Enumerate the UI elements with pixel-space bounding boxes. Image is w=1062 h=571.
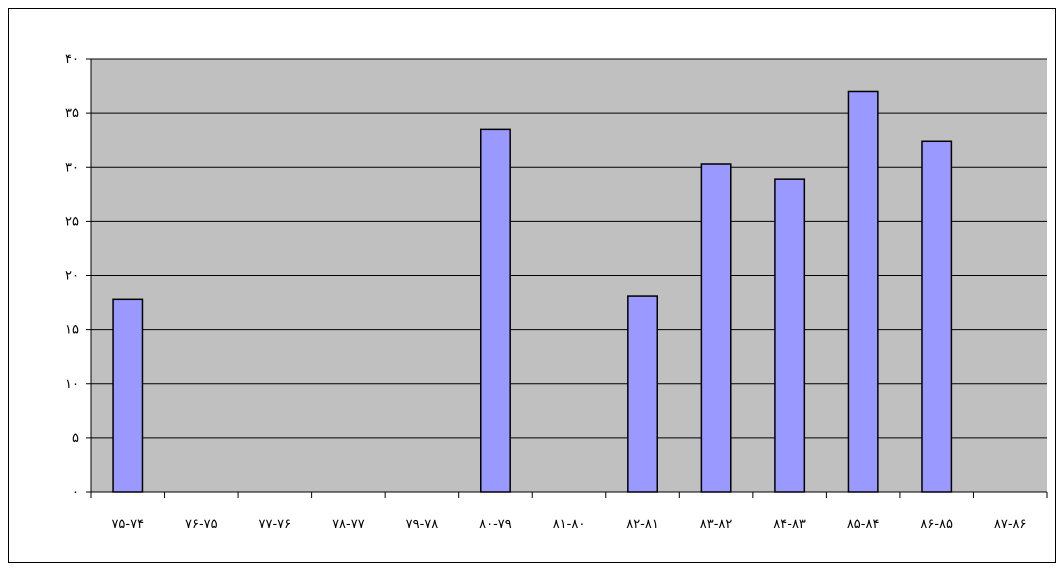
x-tick-label: ۸۱-۸۰ [553, 517, 586, 532]
y-tick-label: ۵ [72, 431, 79, 446]
y-tick-label: ۴۰ [65, 52, 79, 67]
x-tick-label: ۸۵-۸۴ [847, 517, 880, 532]
x-tick-label: ۸۴-۸۳ [773, 517, 806, 532]
x-tick-label: ۸۶-۸۵ [920, 517, 953, 532]
y-tick-label: ۳۵ [65, 106, 79, 121]
bar-0 [112, 298, 144, 493]
x-tick-label: ۸۲-۸۱ [626, 517, 659, 532]
x-tick-labels: ۷۵-۷۴ ۷۶-۷۵ ۷۷-۷۶ ۷۸-۷۷ ۷۹-۷۸ ۸۰-۷۹ ۸۱-۸۰ ۸۲-۸۱… [111, 517, 1026, 532]
bar-8 [700, 163, 732, 493]
bar-10 [847, 90, 879, 493]
x-tick-label: ۸۷-۸۶ [994, 517, 1027, 532]
bars [112, 90, 953, 493]
x-tick-label: ۷۶-۷۵ [185, 517, 218, 532]
y-tick-label: ۱۵ [65, 323, 79, 338]
x-tick-label: ۷۹-۷۸ [406, 517, 439, 532]
x-tick-label: ۷۷-۷۶ [259, 517, 292, 532]
bar-7 [627, 295, 658, 493]
x-tick-label: ۷۵-۷۴ [111, 517, 144, 532]
y-tick-label: ۰ [72, 485, 79, 500]
y-tick-label: ۲۰ [65, 269, 79, 284]
x-tick-label: ۷۸-۷۷ [332, 517, 365, 532]
x-tick-label: ۸۰-۷۹ [479, 517, 512, 532]
bar-chart: ۰ ۵ ۱۰ ۱۵ ۲۰ ۲۵ ۳۰ ۳۵ ۴۰ ۷۵-۷۴ ۷۶-۷۵ ۷۷-۷۶ ۷۸-۷۷ ۷۹-… [65, 52, 1048, 532]
axes [86, 58, 1048, 498]
y-tick-label: ۱۰ [65, 377, 79, 392]
gridlines [91, 58, 1047, 439]
x-tick-label: ۸۳-۸۲ [700, 517, 733, 532]
y-tick-label: ۳۰ [65, 160, 79, 175]
chart-frame: ۰ ۵ ۱۰ ۱۵ ۲۰ ۲۵ ۳۰ ۳۵ ۴۰ ۷۵-۷۴ ۷۶-۷۵ ۷۷-۷۶ ۷۸-۷۷ ۷۹-… [8, 8, 1056, 563]
y-tick-label: ۲۵ [65, 214, 79, 229]
bar-11 [921, 140, 953, 493]
y-tick-labels: ۰ ۵ ۱۰ ۱۵ ۲۰ ۲۵ ۳۰ ۳۵ ۴۰ [65, 52, 79, 500]
bar-5 [480, 128, 511, 493]
bar-9 [774, 178, 806, 493]
